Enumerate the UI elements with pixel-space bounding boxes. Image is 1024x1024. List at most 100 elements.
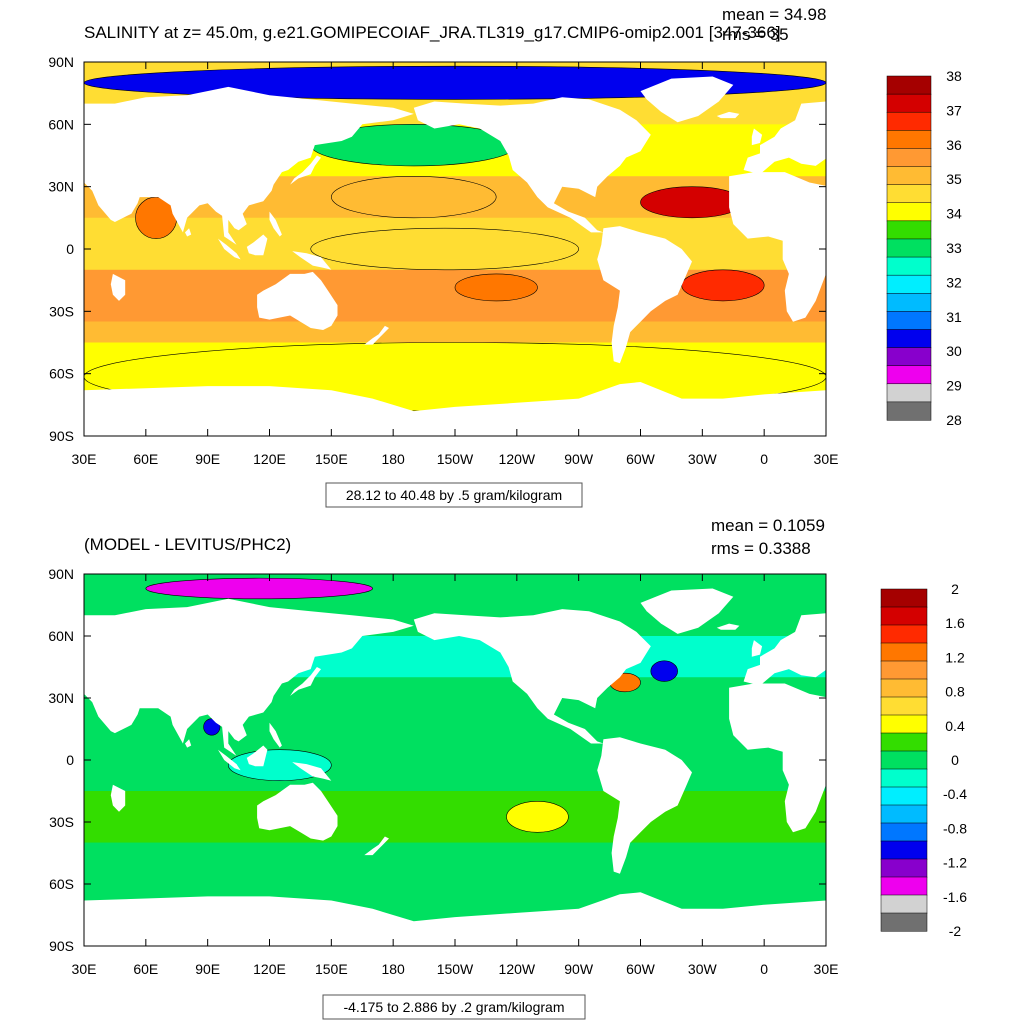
- colorbar-swatch: [880, 750, 928, 770]
- land-mask: [729, 172, 826, 322]
- x-tick-label: 150W: [437, 961, 474, 977]
- colorbar-swatch: [880, 642, 928, 662]
- y-tick-label: 60S: [49, 876, 74, 892]
- colorbar-swatch: [886, 238, 932, 258]
- land-mask: [110, 273, 126, 301]
- y-tick-label: 90N: [48, 54, 74, 70]
- colorbar-label: 0.4: [945, 718, 965, 734]
- x-tick-label: 90E: [195, 451, 220, 467]
- land-mask: [743, 101, 826, 175]
- colorbar-swatch: [886, 166, 932, 186]
- colorbar-swatch: [886, 111, 932, 131]
- x-tick-label: 120W: [499, 961, 536, 977]
- colorbar-label: 30: [946, 343, 962, 359]
- colorbar-swatch: [880, 696, 928, 716]
- colorbar-label: 32: [946, 274, 962, 290]
- land-mask: [257, 271, 338, 330]
- land-mask: [640, 76, 734, 123]
- contour-info: -4.175 to 2.886 by .2 gram/kilogram: [343, 999, 564, 1015]
- colorbar-swatch: [880, 840, 928, 860]
- colorbar-label: 28: [946, 412, 962, 428]
- salinity-band: [84, 321, 826, 343]
- mean-label: mean = 0.1059: [711, 516, 825, 535]
- colorbar-swatch: [880, 678, 928, 698]
- colorbar-swatch: [880, 912, 928, 932]
- rms-label: rms = 35: [722, 25, 789, 44]
- colorbar-swatch: [880, 714, 928, 734]
- colorbar-swatch: [886, 311, 932, 331]
- colorbar-swatch: [880, 804, 928, 824]
- colorbar-swatch: [880, 894, 928, 914]
- colorbar-label: 36: [946, 137, 962, 153]
- colorbar-label: -1.2: [943, 855, 967, 871]
- x-tick-label: 30E: [814, 961, 839, 977]
- land-mask: [84, 382, 826, 436]
- x-tick-label: 0: [760, 961, 768, 977]
- colorbar-label: 38: [946, 68, 962, 84]
- region-south-pacific-max: [454, 273, 538, 302]
- land-mask: [364, 836, 389, 856]
- land-mask: [290, 155, 321, 185]
- colorbar-label: 1.2: [945, 649, 965, 665]
- y-tick-label: 30N: [48, 179, 74, 195]
- x-tick-label: 30E: [814, 451, 839, 467]
- y-tick-label: 30S: [49, 814, 74, 830]
- colorbar-swatch: [880, 822, 928, 842]
- land-mask: [218, 749, 241, 771]
- colorbar-swatch: [886, 148, 932, 168]
- land-mask: [246, 745, 268, 767]
- salinity-panel: SALINITY at z= 45.0m, g.e21.GOMIPECOIAF_…: [48, 5, 962, 508]
- x-tick-label: 150W: [437, 451, 474, 467]
- colorbar-label: 37: [946, 102, 962, 118]
- y-tick-label: 60N: [48, 116, 74, 132]
- colorbar-swatch: [880, 660, 928, 680]
- salinity-map: [83, 61, 827, 437]
- y-tick-label: 30N: [48, 690, 74, 706]
- x-tick-label: 180: [381, 451, 405, 467]
- colorbar-swatch: [886, 347, 932, 367]
- colorbar-swatch: [880, 588, 928, 608]
- x-tick-label: 150E: [315, 961, 348, 977]
- land-mask: [751, 640, 763, 657]
- colorbar-swatch: [886, 220, 932, 240]
- rms-label: rms = 0.3388: [711, 539, 811, 558]
- x-tick-label: 0: [760, 451, 768, 467]
- region-n-atlantic-max: [640, 186, 744, 219]
- difference-axes: 30E 60E 90E 120E 150E 180 150W 120W 90W 60W 30W 0 30…: [48, 566, 838, 977]
- difference-colorbar: 2 1.6 1.2 0.8 0.4 0 -0.4 -0.8 -1.2 -1.6 -2: [880, 581, 967, 939]
- x-tick-label: 90W: [564, 451, 594, 467]
- colorbar-swatch: [886, 293, 932, 312]
- colorbar-swatch: [886, 75, 932, 95]
- colorbar-swatch: [886, 383, 932, 403]
- land-mask: [269, 722, 282, 748]
- x-tick-label: 120E: [253, 451, 286, 467]
- region-subtropical-n-pacific: [331, 175, 497, 219]
- x-tick-label: 60W: [626, 451, 656, 467]
- y-tick-label: 60S: [49, 366, 74, 382]
- y-tick-label: 0: [66, 241, 74, 257]
- region-gulf-stream-dipole: [650, 660, 678, 682]
- x-tick-label: 90E: [195, 961, 220, 977]
- land-mask: [292, 251, 332, 270]
- x-tick-label: 90W: [564, 961, 594, 977]
- x-tick-label: 60E: [133, 961, 158, 977]
- land-mask: [743, 613, 826, 686]
- colorbar-label: 34: [946, 206, 962, 222]
- land-mask: [751, 128, 763, 146]
- colorbar-swatch: [886, 365, 932, 385]
- chart-title: SALINITY at z= 45.0m, g.e21.GOMIPECOIAF_…: [84, 23, 781, 42]
- land-mask: [246, 234, 268, 256]
- contour-info-box: [325, 482, 583, 508]
- land-mask: [729, 683, 826, 833]
- x-tick-label: 30W: [688, 451, 718, 467]
- x-tick-label: 180: [381, 961, 405, 977]
- colorbar-swatch: [886, 130, 932, 149]
- x-tick-label: 30E: [72, 961, 97, 977]
- colorbar-swatch: [880, 606, 928, 626]
- salinity-axes: 30E 60E 90E 120E 150E 180 150W 120W 90W 60W 30W 0 30…: [48, 54, 838, 467]
- colorbar-label: 29: [946, 378, 962, 394]
- land-mask: [185, 739, 192, 748]
- difference-panel: (MODEL - LEVITUS/PHC2) mean = 0.1059 rms…: [48, 516, 967, 1020]
- land-mask: [84, 598, 414, 756]
